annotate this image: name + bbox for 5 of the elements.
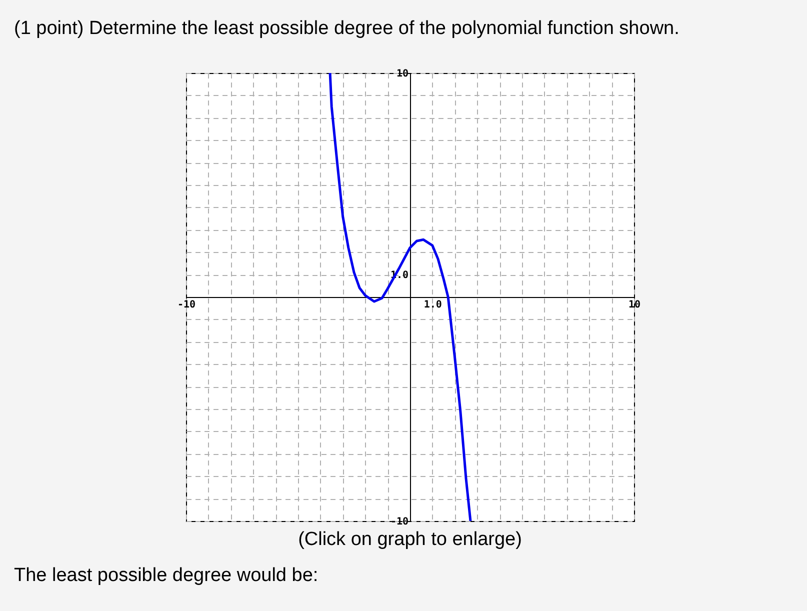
text: The least possible degree would be:	[14, 565, 318, 586]
text: (Click on graph to enlarge)	[298, 529, 522, 550]
chart-title: (1 point) Determine the least possible degree of the polynomial function shown.	[14, 18, 680, 39]
x-tick-label: 10	[628, 300, 641, 310]
x-tick-label: 1.0	[424, 300, 442, 310]
